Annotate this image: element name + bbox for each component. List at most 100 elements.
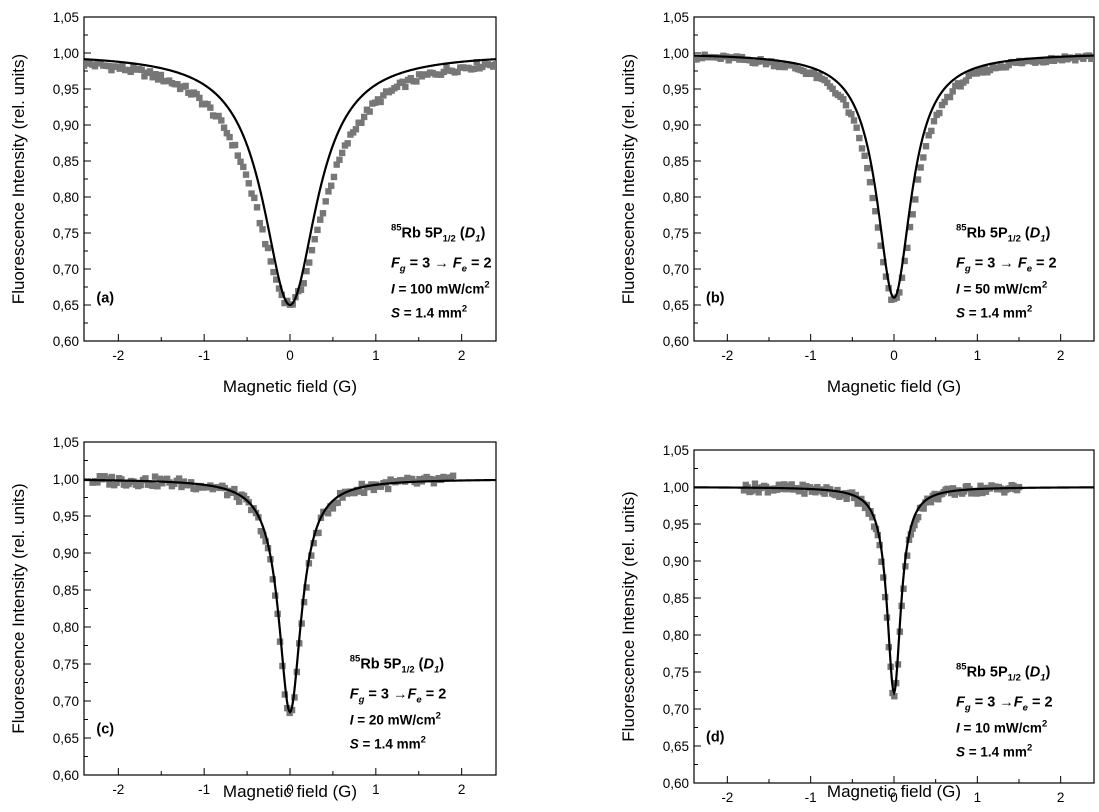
data-point (853, 124, 860, 131)
data-point (906, 223, 914, 231)
data-point (370, 486, 377, 494)
data-point (231, 485, 238, 493)
y-tick-label: 0,75 (53, 657, 79, 672)
data-point (912, 196, 919, 203)
data-point (154, 483, 161, 490)
data-point (317, 216, 324, 223)
data-point (218, 117, 225, 124)
annotation-intensity: I = 10 mW/cm2 (956, 718, 1047, 735)
data-point (315, 529, 322, 537)
data-point (740, 487, 748, 494)
y-tick-label: 0,80 (663, 628, 689, 643)
panel-label: (a) (96, 290, 114, 306)
y-tick-label: 1,00 (53, 472, 79, 487)
data-point (806, 484, 814, 491)
data-point (215, 112, 222, 120)
series-experiment (694, 51, 1094, 303)
data-point (473, 59, 480, 66)
data-point (264, 244, 272, 252)
data-point (256, 219, 263, 227)
data-point (949, 88, 956, 95)
data-point (858, 145, 866, 152)
x-axis-title: Magnetic field (G) (223, 377, 357, 396)
data-point (922, 499, 929, 506)
data-point (698, 54, 706, 62)
data-point (138, 66, 145, 74)
data-point (360, 489, 368, 497)
data-point (977, 482, 984, 490)
y-tick-label: 0,70 (53, 694, 79, 709)
data-point (440, 68, 448, 76)
x-axis-title: Magnetic field (G) (827, 377, 961, 396)
data-point (911, 521, 918, 529)
data-point (270, 268, 277, 276)
y-tick-label: 0,85 (53, 154, 79, 169)
x-tick-label: 2 (1057, 348, 1065, 363)
data-point (339, 494, 346, 501)
data-point (303, 267, 310, 275)
data-point (877, 242, 884, 249)
data-point (226, 133, 233, 141)
x-tick-label: 0 (890, 348, 898, 363)
data-point (981, 65, 988, 72)
data-point (380, 92, 387, 99)
y-tick-label: 0,80 (53, 620, 79, 635)
y-tick-label: 0,65 (663, 739, 689, 754)
y-tick-label: 1,05 (663, 10, 689, 25)
data-point (152, 71, 159, 78)
y-tick-label: 0,85 (663, 154, 689, 169)
chart-panel-2: 0,60 0,65 0,70 0,75 0,80 0,85 0,90 0,95 1,00 1,05… (9, 435, 497, 801)
data-point (223, 491, 231, 499)
x-axis-title: Magnetic field (G) (223, 782, 357, 801)
x-tick-label: -1 (198, 348, 210, 363)
data-point (358, 119, 365, 127)
data-point (382, 479, 389, 486)
annotation-intensity: I = 20 mW/cm2 (350, 710, 441, 727)
data-point (832, 491, 839, 499)
data-point (84, 62, 88, 69)
data-point (492, 61, 496, 68)
chart-panel-0: 0,60 0,65 0,70 0,75 0,80 0,85 0,90 0,95 1,00 1,05… (9, 10, 497, 396)
data-point (973, 70, 980, 77)
data-point (962, 77, 970, 84)
data-point (358, 480, 365, 488)
data-point (240, 492, 248, 500)
annotation-isotope-line: 85Rb 5P1/2 (D1) (956, 661, 1051, 683)
data-point (303, 584, 310, 591)
data-point (334, 499, 341, 506)
data-point (920, 505, 927, 512)
data-point (262, 240, 269, 248)
data-point (377, 98, 384, 106)
data-point (982, 488, 990, 495)
y-tick-label: 0,75 (663, 665, 689, 680)
data-point (428, 476, 435, 483)
y-tick-label: 0,80 (53, 190, 79, 205)
data-point (330, 173, 338, 181)
y-tick-label: 1,05 (53, 435, 79, 450)
y-tick-label: 0,95 (53, 509, 79, 524)
y-tick-label: 0,60 (663, 334, 689, 349)
data-point (402, 83, 409, 91)
data-point (925, 132, 932, 139)
data-point (336, 490, 344, 497)
y-tick-label: 0,70 (53, 262, 79, 277)
y-tick-label: 0,60 (53, 768, 79, 783)
data-point (829, 85, 836, 92)
data-point (328, 182, 335, 189)
data-point (269, 576, 277, 583)
data-point (788, 481, 795, 488)
data-point (922, 143, 930, 150)
series-theory-curve (84, 478, 496, 714)
x-tick-label: 0 (890, 790, 898, 805)
data-point (196, 94, 203, 102)
panel-label: (b) (706, 290, 725, 306)
data-point (242, 171, 250, 178)
y-tick-label: 0,90 (53, 118, 79, 133)
annotation-transition: Fg = 3 →Fe = 2 (350, 686, 447, 705)
data-point (413, 480, 421, 487)
data-point (773, 486, 781, 493)
annotation-intensity: I = 100 mW/cm2 (391, 279, 490, 296)
x-tick-label: -2 (112, 348, 124, 363)
data-point (103, 475, 111, 482)
data-point (149, 482, 156, 490)
